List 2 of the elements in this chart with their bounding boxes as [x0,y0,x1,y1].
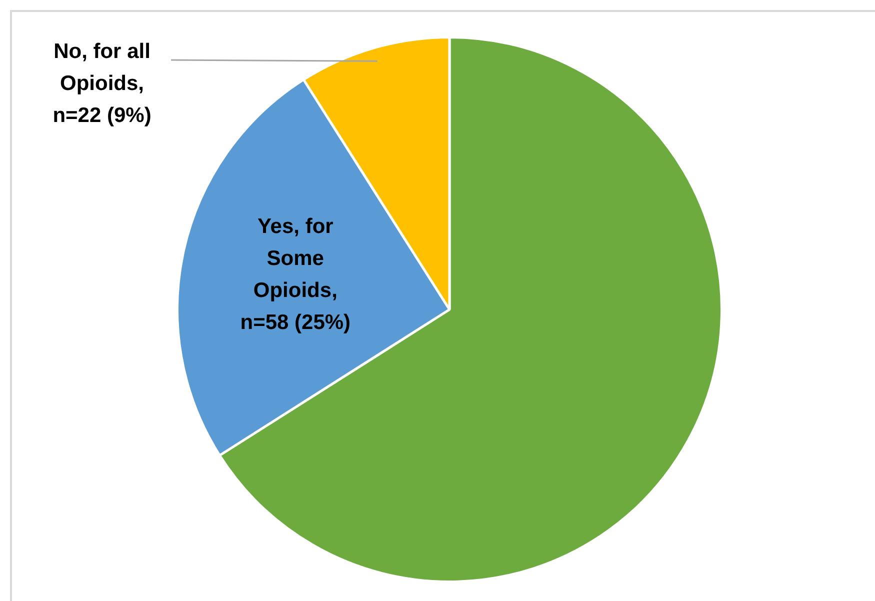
slice-label: No, for all Opioids, n=22 (9%) [52,40,152,127]
slice-label: Yes, for Some Opioids, n=58 (25%) [240,214,351,334]
